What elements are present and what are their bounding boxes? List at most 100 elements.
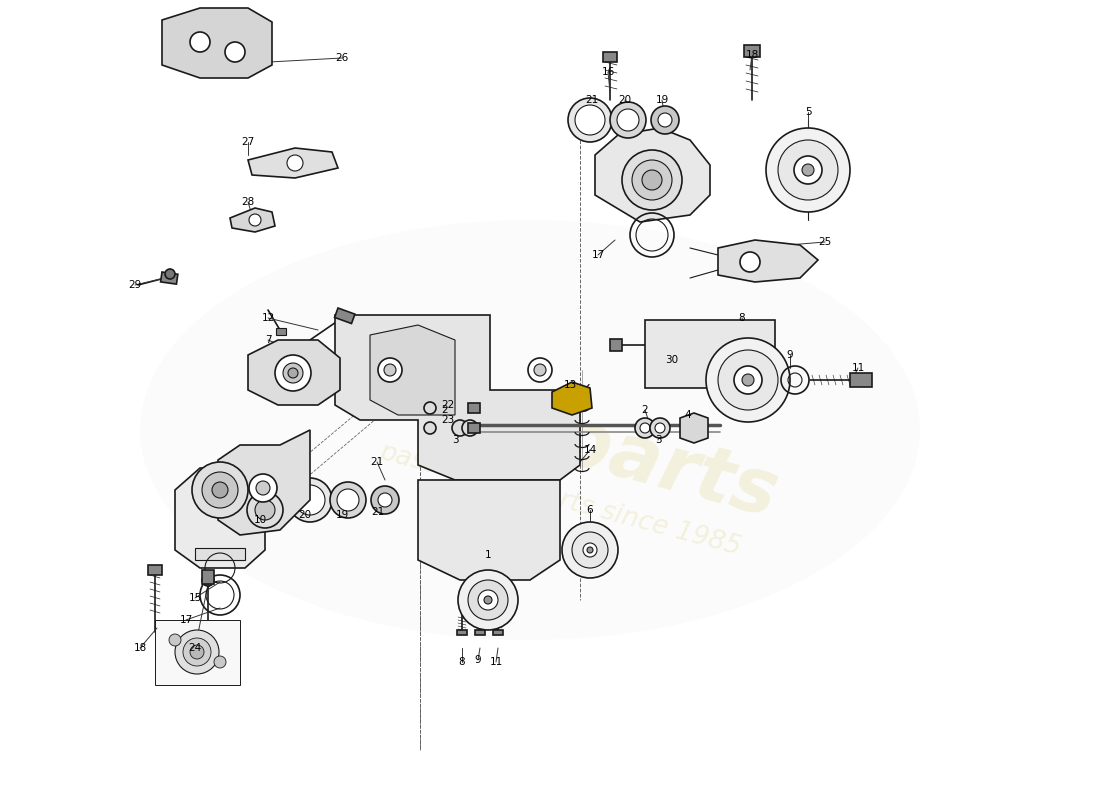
Circle shape bbox=[458, 570, 518, 630]
Circle shape bbox=[371, 486, 399, 514]
Text: 23: 23 bbox=[441, 415, 454, 425]
Circle shape bbox=[575, 105, 605, 135]
Text: 8: 8 bbox=[739, 313, 746, 323]
Circle shape bbox=[288, 368, 298, 378]
Polygon shape bbox=[418, 480, 560, 580]
Polygon shape bbox=[230, 208, 275, 232]
Text: 2: 2 bbox=[641, 405, 648, 415]
Text: 5: 5 bbox=[805, 107, 812, 117]
Circle shape bbox=[528, 358, 552, 382]
Circle shape bbox=[337, 489, 359, 511]
Circle shape bbox=[635, 418, 654, 438]
Circle shape bbox=[794, 156, 822, 184]
Circle shape bbox=[654, 423, 666, 433]
Text: 27: 27 bbox=[241, 137, 254, 147]
Bar bbox=[610, 339, 621, 351]
Bar bbox=[456, 630, 468, 635]
Circle shape bbox=[562, 522, 618, 578]
Text: 8: 8 bbox=[459, 657, 465, 667]
Bar bbox=[195, 548, 245, 560]
Text: 24: 24 bbox=[188, 643, 201, 653]
Polygon shape bbox=[162, 8, 272, 78]
Circle shape bbox=[478, 590, 498, 610]
Circle shape bbox=[169, 634, 182, 646]
Polygon shape bbox=[248, 340, 340, 405]
Circle shape bbox=[214, 656, 225, 668]
Text: 9: 9 bbox=[786, 350, 793, 360]
Polygon shape bbox=[718, 240, 818, 282]
Bar bbox=[493, 630, 503, 635]
Circle shape bbox=[658, 113, 672, 127]
Circle shape bbox=[283, 363, 302, 383]
Circle shape bbox=[249, 474, 277, 502]
Circle shape bbox=[190, 645, 204, 659]
Text: 2: 2 bbox=[442, 405, 449, 415]
Circle shape bbox=[734, 366, 762, 394]
Polygon shape bbox=[370, 325, 455, 415]
Bar bbox=[155, 620, 240, 685]
Text: 25: 25 bbox=[818, 237, 832, 247]
Text: 19: 19 bbox=[656, 95, 669, 105]
Circle shape bbox=[740, 252, 760, 272]
Circle shape bbox=[202, 472, 238, 508]
Circle shape bbox=[275, 355, 311, 391]
Bar bbox=[161, 272, 178, 284]
Text: 12: 12 bbox=[262, 313, 275, 323]
Circle shape bbox=[384, 364, 396, 376]
Text: 28: 28 bbox=[241, 197, 254, 207]
Bar bbox=[202, 570, 215, 584]
Circle shape bbox=[484, 596, 492, 604]
Circle shape bbox=[640, 423, 650, 433]
Bar bbox=[850, 373, 872, 387]
Bar bbox=[603, 52, 617, 62]
Text: 18: 18 bbox=[746, 50, 759, 60]
Text: 6: 6 bbox=[586, 505, 593, 515]
Text: 17: 17 bbox=[179, 615, 192, 625]
Circle shape bbox=[255, 500, 275, 520]
Circle shape bbox=[462, 420, 478, 436]
Circle shape bbox=[190, 32, 210, 52]
Polygon shape bbox=[175, 468, 265, 568]
Text: 1: 1 bbox=[485, 550, 492, 560]
Circle shape bbox=[452, 420, 468, 436]
Text: 4: 4 bbox=[684, 410, 691, 420]
Circle shape bbox=[802, 164, 814, 176]
Text: 20: 20 bbox=[298, 510, 311, 520]
Text: 21: 21 bbox=[371, 457, 384, 467]
Circle shape bbox=[424, 402, 436, 414]
Text: 15: 15 bbox=[188, 593, 201, 603]
Circle shape bbox=[642, 170, 662, 190]
Circle shape bbox=[468, 580, 508, 620]
Text: 26: 26 bbox=[336, 53, 349, 63]
Text: 11: 11 bbox=[851, 363, 865, 373]
Circle shape bbox=[248, 492, 283, 528]
Text: 30: 30 bbox=[666, 355, 679, 365]
Circle shape bbox=[651, 106, 679, 134]
Polygon shape bbox=[595, 128, 710, 222]
Text: 3: 3 bbox=[452, 435, 459, 445]
Circle shape bbox=[534, 364, 546, 376]
Circle shape bbox=[175, 630, 219, 674]
Circle shape bbox=[610, 102, 646, 138]
Text: eu-parts: eu-parts bbox=[415, 367, 785, 533]
Text: 18: 18 bbox=[133, 643, 146, 653]
Bar bbox=[645, 320, 775, 388]
Text: passion for parts since 1985: passion for parts since 1985 bbox=[376, 439, 744, 561]
Text: 21: 21 bbox=[585, 95, 598, 105]
Ellipse shape bbox=[140, 220, 920, 640]
Polygon shape bbox=[680, 413, 708, 443]
Circle shape bbox=[718, 350, 778, 410]
Bar bbox=[468, 423, 480, 433]
Circle shape bbox=[378, 493, 392, 507]
Text: 7: 7 bbox=[265, 335, 272, 345]
Bar bbox=[468, 403, 480, 413]
Text: 20: 20 bbox=[618, 95, 631, 105]
Circle shape bbox=[766, 128, 850, 212]
Bar bbox=[276, 328, 286, 335]
Text: 10: 10 bbox=[253, 515, 266, 525]
Circle shape bbox=[650, 418, 670, 438]
Text: 16: 16 bbox=[602, 67, 615, 77]
Circle shape bbox=[288, 478, 332, 522]
Bar bbox=[475, 630, 485, 635]
Circle shape bbox=[617, 109, 639, 131]
